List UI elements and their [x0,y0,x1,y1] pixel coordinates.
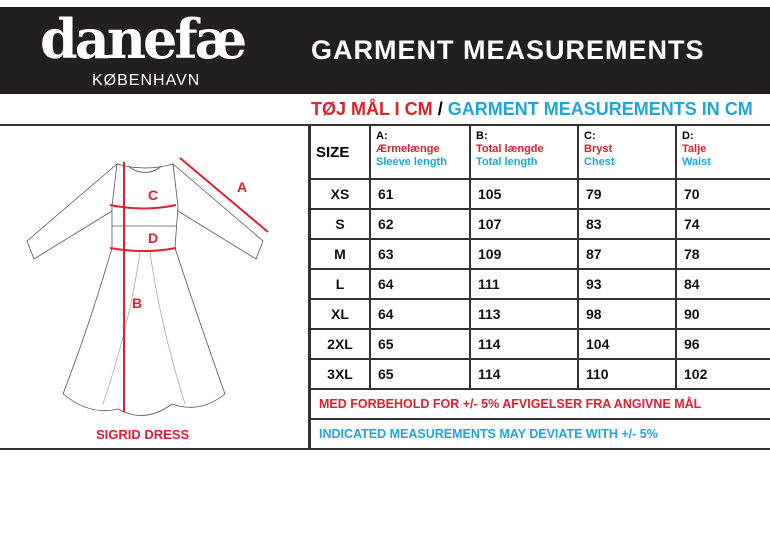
measurement-cell: 70 [675,178,770,210]
column-label-da: Talje [682,143,707,155]
column-key: B: [476,130,488,142]
size-table: SIZE A: Ærmelænge Sleeve length B: Total læ… [309,124,770,450]
measurement-cell: 64 [369,268,471,300]
measurement-cell: 105 [469,178,579,210]
measurement-cell: 109 [469,238,579,270]
table-row: M 63 109 87 78 [309,238,770,270]
measure-a-line [179,157,269,233]
column-label-da: Ærmelænge [376,143,440,155]
column-header-b: B: Total længde Total length [469,124,579,180]
column-header-c: C: Bryst Chest [577,124,677,180]
size-header: SIZE [309,124,371,180]
size-cell: S [309,208,371,240]
garment-panel [0,124,310,450]
size-cell: 3XL [309,358,371,390]
table-row: XL 64 113 98 90 [309,298,770,330]
table-row: L 64 111 93 84 [309,268,770,300]
measure-d-line [109,247,177,252]
measurement-cell: 61 [369,178,471,210]
brand-city: KØBENHAVN [92,72,201,89]
measurement-cell: 87 [577,238,677,270]
table-row: S 62 107 83 74 [309,208,770,240]
note-row-danish: MED FORBEHOLD FOR +/- 5% AFVIGELSER FRA … [309,388,770,420]
measurement-cell: 65 [369,358,471,390]
size-cell: 2XL [309,328,371,360]
measurement-cell: 64 [369,298,471,330]
column-label-en: Total length [476,156,538,168]
measure-c-line [109,204,177,210]
measurement-cell: 107 [469,208,579,240]
marker-d: D [148,230,158,246]
note-row-english: INDICATED MEASUREMENTS MAY DEVIATE WITH … [309,418,770,450]
column-label-en: Sleeve length [376,156,447,168]
column-label-en: Waist [682,156,711,168]
dress-diagram: A B C D [26,157,269,416]
measurement-cell: 114 [469,328,579,360]
size-cell: XL [309,298,371,330]
measurement-cell: 79 [577,178,677,210]
garment-name: SIGRID DRESS [96,427,190,442]
column-label-da: Total længde [476,143,544,155]
table-row: XS 61 105 79 70 [309,178,770,210]
measurement-cell: 62 [369,208,471,240]
table-header-row: SIZE A: Ærmelænge Sleeve length B: Total læ… [309,124,770,180]
column-key: C: [584,130,596,142]
marker-a: A [237,179,247,195]
measurement-cell: 111 [469,268,579,300]
dress-outline [26,163,264,416]
size-cell: XS [309,178,371,210]
brand-header: danefæ KØBENHAVN GARMENT MEASUREMENTS [0,7,770,94]
measurement-cell: 84 [675,268,770,300]
note-danish: MED FORBEHOLD FOR +/- 5% AFVIGELSER FRA … [309,388,770,420]
brand-logo: danefæ [40,7,247,71]
measurement-cell: 74 [675,208,770,240]
column-key: A: [376,130,388,142]
column-header-a: A: Ærmelænge Sleeve length [369,124,471,180]
subtitle: TØJ MÅL I CM / GARMENT MEASUREMENTS IN C… [311,98,753,120]
size-cell: L [309,268,371,300]
table-row: 3XL 65 114 110 102 [309,358,770,390]
measurement-cell: 78 [675,238,770,270]
measurement-cell: 90 [675,298,770,330]
measurement-cell: 93 [577,268,677,300]
marker-b: B [132,295,142,311]
measurement-cell: 83 [577,208,677,240]
subtitle-separator: / [437,99,443,119]
table-row: 2XL 65 114 104 96 [309,328,770,360]
measurement-cell: 114 [469,358,579,390]
note-english: INDICATED MEASUREMENTS MAY DEVIATE WITH … [309,418,770,450]
subtitle-english: GARMENT MEASUREMENTS IN CM [447,99,753,119]
column-header-d: D: Talje Waist [675,124,770,180]
measurement-cell: 113 [469,298,579,330]
measurement-cell: 63 [369,238,471,270]
measurement-cell: 96 [675,328,770,360]
marker-c: C [148,187,158,203]
measurement-cell: 104 [577,328,677,360]
column-label-da: Bryst [584,143,613,155]
subtitle-danish: TØJ MÅL I CM [311,99,433,119]
measurement-cell: 102 [675,358,770,390]
measurement-cell: 110 [577,358,677,390]
column-key: D: [682,130,694,142]
measurement-cell: 98 [577,298,677,330]
size-cell: M [309,238,371,270]
measurement-cell: 65 [369,328,471,360]
column-label-en: Chest [584,156,615,168]
page-title: GARMENT MEASUREMENTS [311,35,705,65]
